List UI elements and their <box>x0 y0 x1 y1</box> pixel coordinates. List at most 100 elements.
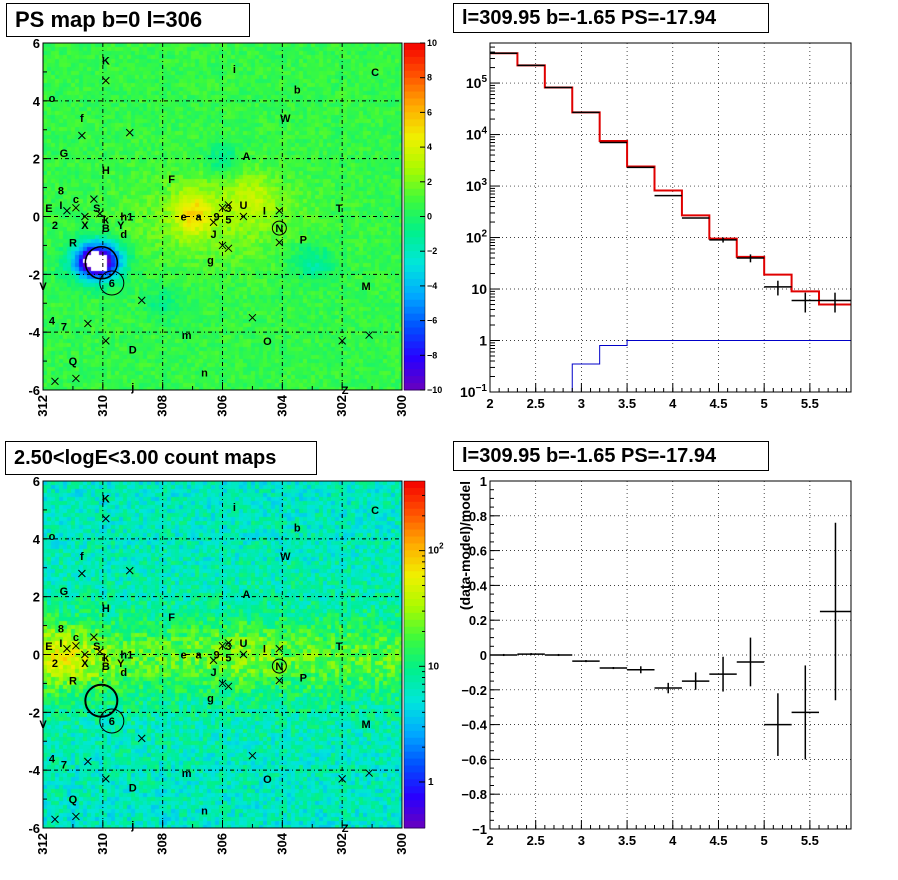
source-label: a <box>196 650 203 662</box>
source-label: 5 <box>225 652 231 664</box>
colorbar-step <box>404 751 425 760</box>
source-cross <box>209 656 218 665</box>
colorbar-step <box>404 154 425 162</box>
source-cross-stroke <box>218 641 227 650</box>
source-cross-stroke <box>72 374 80 383</box>
colorbar-step <box>404 49 425 58</box>
colorbar-step <box>404 779 425 787</box>
colorbar-tick-label: −10 <box>427 385 442 395</box>
y-tick-label: 105 <box>466 74 488 91</box>
x-tick-label: 4.5 <box>709 396 727 411</box>
y-tick-label: 1 <box>480 474 487 489</box>
source-cross-stroke <box>63 644 71 653</box>
source-label: k <box>103 214 110 226</box>
source-cross-stroke <box>137 296 146 305</box>
colorbar-step <box>404 70 425 79</box>
y-tick-label: -6 <box>28 383 40 398</box>
colorbar-step <box>404 244 425 252</box>
source-cross-stroke <box>90 195 98 204</box>
source-cross <box>78 569 86 578</box>
x-tick-label: 300 <box>394 833 409 855</box>
source-cross <box>90 633 98 642</box>
x-tick-label: 4 <box>669 396 677 411</box>
residual-point <box>572 660 600 663</box>
colorbar-step <box>404 63 425 72</box>
source-label: C <box>371 505 379 517</box>
source-cross <box>51 377 59 386</box>
x-tick-label: 300 <box>394 395 409 417</box>
colorbar-step <box>404 598 425 607</box>
source-cross <box>125 566 134 575</box>
source-cross <box>101 514 110 523</box>
x-tick-label: 310 <box>95 833 110 855</box>
y-tick-label: -6 <box>28 821 40 836</box>
source-cross-stroke <box>209 656 218 665</box>
colorbar-step <box>404 160 425 169</box>
colorbar-step <box>404 682 425 690</box>
colorbar-step <box>404 501 425 510</box>
colorbar-step <box>404 529 425 538</box>
y-tick-label: 104 <box>466 126 488 143</box>
colorbar-step <box>404 140 425 148</box>
colorbar-step <box>404 592 425 600</box>
source-label: e <box>181 212 187 224</box>
colorbar-step <box>404 56 425 65</box>
y-tick-label: 2 <box>33 152 40 167</box>
source-cross <box>224 682 233 691</box>
x-tick-label: 5.5 <box>801 833 819 848</box>
y-tick-label: -4 <box>28 325 40 340</box>
colorbar-step <box>404 661 425 669</box>
y-tick-label: 0 <box>33 210 40 225</box>
colorbar-step <box>404 703 425 711</box>
colorbar-step <box>404 126 425 134</box>
source-cross-stroke <box>137 734 146 743</box>
colorbar-step <box>404 112 425 120</box>
roi-circle <box>84 246 119 280</box>
x-tick-label: 308 <box>155 833 170 855</box>
y-tick-label: -2 <box>28 267 40 282</box>
source-label: I <box>59 200 62 212</box>
data-point <box>819 292 851 313</box>
source-cross <box>95 209 104 218</box>
colorbar-step <box>404 758 425 767</box>
source-label: B <box>102 223 110 235</box>
y-tick-label: 6 <box>33 36 40 51</box>
source-cross-stroke <box>101 514 110 523</box>
source-label: n <box>201 368 208 380</box>
colorbar-tick-label: 2 <box>427 177 432 187</box>
colorbar-step <box>404 258 425 266</box>
colorbar-tick-label: 1 <box>428 777 434 788</box>
residual-point <box>819 522 851 701</box>
source-cross-stroke <box>125 128 134 137</box>
source-label: 7 <box>61 321 67 333</box>
source-cross <box>275 238 284 247</box>
colorbar-frame <box>403 480 426 829</box>
colorbar-step <box>404 730 425 739</box>
residual-point <box>736 637 765 687</box>
source-cross <box>63 206 71 215</box>
source-label: S <box>93 203 100 215</box>
source-label: a <box>196 212 203 224</box>
colorbar-step <box>404 786 425 794</box>
x-tick-label: 5 <box>761 833 768 848</box>
source-cross-stroke <box>78 131 86 140</box>
residual-point <box>791 665 820 760</box>
source-cross <box>63 644 71 653</box>
x-tick-label: 2.5 <box>527 833 545 848</box>
x-tick-label: 302 <box>334 395 349 417</box>
source-label: S <box>93 641 100 653</box>
source-label: W <box>280 551 291 563</box>
colorbar-step <box>404 91 425 100</box>
source-label: U <box>239 638 247 650</box>
source-cross-stroke <box>218 241 227 250</box>
x-tick-label: 3.5 <box>618 833 636 848</box>
source-cross <box>137 296 146 305</box>
colorbar-step <box>404 571 425 579</box>
source-label: Q <box>69 356 78 368</box>
source-cross <box>51 815 59 824</box>
colorbar-step <box>404 668 425 676</box>
y-tick-label: 0 <box>33 648 40 663</box>
source-cross-stroke <box>224 244 233 253</box>
source-cross <box>101 774 110 783</box>
